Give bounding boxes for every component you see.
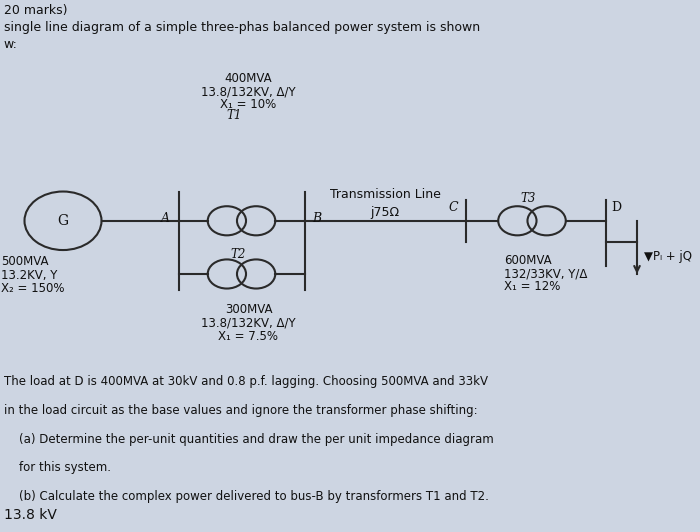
Text: 600MVA: 600MVA: [504, 254, 552, 267]
Text: 400MVA: 400MVA: [225, 72, 272, 85]
Text: 300MVA: 300MVA: [225, 303, 272, 316]
Text: X₁ = 10%: X₁ = 10%: [220, 98, 276, 111]
Text: j75Ω: j75Ω: [370, 206, 400, 219]
Text: (b) Calculate the complex power delivered to bus-B by transformers T1 and T2.: (b) Calculate the complex power delivere…: [4, 490, 489, 503]
Text: 13.2KV, Y: 13.2KV, Y: [1, 269, 58, 281]
Text: (a) Determine the per-unit quantities and draw the per unit impedance diagram: (a) Determine the per-unit quantities an…: [4, 433, 493, 445]
Text: T3: T3: [521, 192, 536, 204]
Text: C: C: [448, 201, 458, 214]
Text: 13.8/132KV, Δ/Y: 13.8/132KV, Δ/Y: [201, 85, 296, 98]
Text: 500MVA: 500MVA: [1, 255, 49, 268]
Text: D: D: [611, 201, 621, 214]
Text: A: A: [162, 212, 170, 225]
Text: 20 marks): 20 marks): [4, 4, 67, 17]
Text: 13.8/132KV, Δ/Y: 13.8/132KV, Δ/Y: [201, 317, 296, 329]
Text: T2: T2: [230, 248, 246, 261]
Text: X₁ = 12%: X₁ = 12%: [504, 280, 561, 293]
Text: Transmission Line: Transmission Line: [330, 188, 440, 201]
Text: B: B: [312, 212, 322, 225]
Text: The load at D is 400MVA at 30kV and 0.8 p.f. lagging. Choosing 500MVA and 33kV: The load at D is 400MVA at 30kV and 0.8 …: [4, 375, 487, 388]
Text: ▼Pₗ + jQ: ▼Pₗ + jQ: [644, 251, 692, 263]
Text: single line diagram of a simple three-phas balanced power system is shown: single line diagram of a simple three-ph…: [4, 21, 480, 34]
Text: w:: w:: [4, 38, 18, 51]
Text: T1: T1: [227, 109, 242, 122]
Text: 132/33KV, Y/Δ: 132/33KV, Y/Δ: [504, 267, 587, 280]
Text: X₂ = 150%: X₂ = 150%: [1, 282, 65, 295]
Text: in the load circuit as the base values and ignore the transformer phase shifting: in the load circuit as the base values a…: [4, 404, 477, 417]
Text: 13.8 kV: 13.8 kV: [4, 508, 57, 522]
Text: for this system.: for this system.: [4, 461, 111, 474]
Text: X₁ = 7.5%: X₁ = 7.5%: [218, 330, 279, 343]
Text: G: G: [57, 214, 69, 228]
